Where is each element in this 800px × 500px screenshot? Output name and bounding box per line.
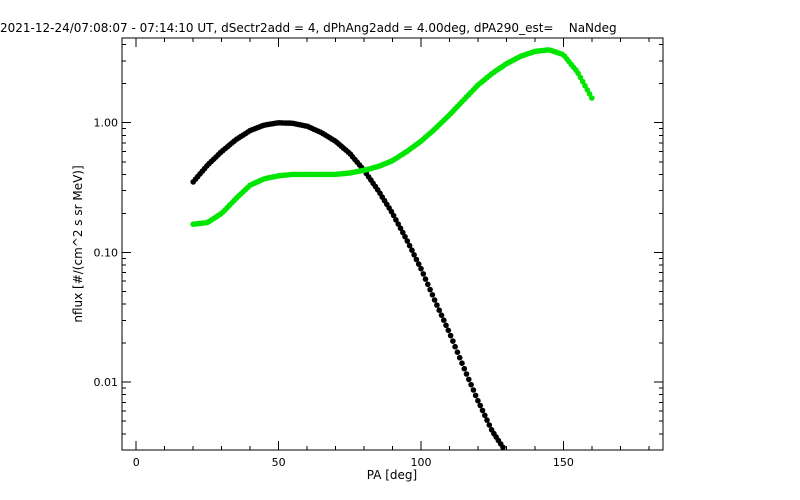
x-tick-label: 0: [133, 456, 140, 469]
y-tick-label: 0.10: [94, 246, 119, 259]
data-point: [406, 242, 413, 249]
y-tick-label: 1.00: [94, 117, 119, 130]
data-point: [404, 238, 411, 244]
chart-title: 2021-12-24/07:08:07 - 07:14:10 UT, dSect…: [0, 21, 617, 35]
x-tick-label: 100: [410, 456, 431, 469]
data-point: [411, 252, 417, 258]
data-point: [436, 307, 443, 314]
data-point: [579, 78, 586, 85]
x-axis-label: PA [deg]: [367, 468, 417, 482]
data-point: [477, 402, 484, 409]
data-point: [584, 87, 591, 93]
data-point: [459, 360, 465, 367]
data-point: [479, 407, 486, 414]
data-point: [413, 256, 420, 263]
data-point: [484, 417, 490, 423]
data-point: [461, 365, 468, 372]
data-point: [577, 74, 584, 81]
data-point: [402, 233, 408, 240]
data-point: [422, 276, 429, 282]
data-point: [400, 229, 406, 236]
data-point: [475, 397, 481, 404]
data-point: [418, 265, 424, 272]
data-point: [582, 82, 588, 89]
data-point: [500, 444, 506, 451]
data-point: [390, 212, 397, 219]
data-point: [589, 95, 595, 101]
x-tick-label: 50: [272, 456, 286, 469]
series-layer: [190, 47, 595, 451]
data-point: [575, 70, 581, 77]
data-point: [443, 322, 449, 329]
data-point: [454, 349, 461, 356]
data-point: [409, 247, 415, 253]
data-point: [441, 317, 447, 324]
data-point: [472, 392, 479, 399]
data-point: [452, 343, 458, 350]
data-point: [429, 292, 436, 298]
y-tick-label: 0.01: [94, 376, 119, 389]
data-point: [586, 91, 593, 97]
data-point: [395, 221, 402, 227]
x-tick-label: 150: [553, 456, 574, 469]
data-point: [427, 286, 433, 293]
data-point: [450, 338, 456, 344]
data-point: [393, 217, 399, 223]
plot-frame: [121, 37, 664, 451]
data-point: [431, 297, 438, 303]
data-point: [466, 376, 472, 383]
y-axis-label: nflux [#/(cm^2 s sr MeV)]: [71, 165, 85, 322]
data-point: [486, 422, 493, 428]
data-point: [468, 381, 474, 388]
data-point: [445, 327, 452, 334]
data-point: [420, 271, 427, 277]
data-point: [438, 312, 445, 319]
data-point: [434, 302, 440, 308]
data-point: [463, 371, 470, 377]
data-point: [415, 261, 422, 267]
data-point: [470, 387, 477, 393]
axis-ticks: 0 50 100 150 0.01 0.10 1.00: [94, 38, 663, 469]
data-point: [456, 354, 463, 361]
data-point: [425, 281, 431, 288]
series-1: [190, 47, 595, 227]
series-0: [190, 120, 506, 451]
data-point: [397, 225, 404, 231]
data-point: [447, 332, 454, 339]
data-point: [482, 412, 488, 419]
